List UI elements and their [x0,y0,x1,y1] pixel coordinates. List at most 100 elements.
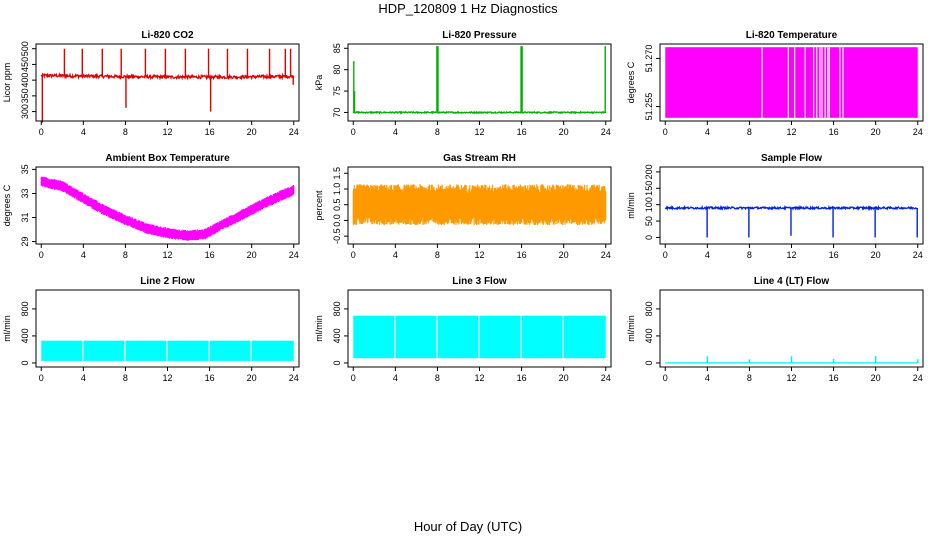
x-tick-label: 12 [162,127,172,137]
x-tick-label: 16 [517,250,527,260]
panel-title: Line 4 (LT) Flow [754,276,830,287]
x-tick-label: 0 [39,373,44,383]
x-tick-label: 12 [474,373,484,383]
x-tick-label: 8 [747,250,752,260]
x-tick-label: 20 [871,250,881,260]
x-tick-label: 16 [829,373,839,383]
x-tick-label: 12 [786,127,796,137]
y-tick-label: 0.0 [332,214,342,227]
x-axis-label: Hour of Day (UTC) [414,519,522,534]
x-tick-label: 4 [393,373,398,383]
x-tick-label: 20 [871,127,881,137]
y-tick-label: 400 [20,328,30,343]
y-tick-label: 51.270 [644,45,654,73]
panel-box_temp: Ambient Box Temperature degrees C 0 4 8 12 16 2… [2,153,300,260]
data-line [40,176,295,241]
x-tick-label: 0 [663,127,668,137]
x-tick-label: 8 [747,373,752,383]
panel-line3: Line 3 Flow ml/min 0 4 8 12 16 20 24 0 400 800 [314,276,612,383]
x-tick-label: 12 [474,250,484,260]
x-tick-label: 20 [871,373,881,383]
x-tick-label: 12 [474,127,484,137]
panel-pressure: Li-820 Pressure kPa 0 4 8 12 16 20 24 70 75 80 85 [314,30,612,137]
series-sample_flow [664,204,919,238]
series-co2 [40,48,295,123]
x-tick-label: 20 [559,373,569,383]
x-tick-label: 4 [705,373,710,383]
y-tick-label: 400 [332,328,342,343]
series-line4 [665,356,919,364]
x-tick-label: 8 [123,127,128,137]
x-tick-label: 24 [601,127,611,137]
x-tick-label: 8 [747,127,752,137]
panel-title: Li-820 Pressure [442,30,517,41]
plot-frame [659,289,924,368]
panel-title: Gas Stream RH [443,153,516,164]
y-tick-label: 50 [644,216,654,226]
y-tick-label: 1.0 [332,183,342,196]
y-tick-label: 0 [332,360,342,365]
plot-frame [347,43,612,122]
x-tick-label: 16 [517,373,527,383]
y-axis-label: degrees C [626,61,636,103]
panel-licor_temp: Li-820 Temperature degrees C 0 4 8 12 16 20 24 51… [626,30,924,137]
x-tick-label: 24 [913,373,923,383]
y-tick-label: 100 [644,197,654,212]
y-tick-label: 80 [332,65,342,75]
x-tick-label: 0 [663,250,668,260]
x-tick-label: 0 [351,373,356,383]
y-axis-label: Licor ppm [2,63,12,103]
y-tick-label: 800 [644,301,654,316]
series-rh [352,184,607,226]
x-tick-label: 8 [435,373,440,383]
x-tick-label: 0 [39,127,44,137]
figure-title: HDP_120809 1 Hz Diagnostics [378,1,558,16]
x-tick-label: 16 [829,127,839,137]
series-pressure [352,46,607,115]
y-tick-label: 70 [332,107,342,117]
x-tick-label: 0 [351,250,356,260]
x-tick-label: 12 [786,250,796,260]
y-tick-label: 200 [644,164,654,179]
y-tick-label: 350 [20,88,30,103]
y-tick-label: 800 [332,301,342,316]
x-tick-label: 8 [435,250,440,260]
data-line [40,72,295,81]
y-tick-label: -0.5 [332,228,342,244]
x-tick-label: 4 [81,250,86,260]
x-tick-label: 20 [247,373,257,383]
data-line [352,184,607,226]
x-tick-label: 12 [786,373,796,383]
x-tick-label: 16 [517,127,527,137]
panel-rh: Gas Stream RH percent 0 4 8 12 16 20 24 -0.50.0 0.… [314,153,612,260]
x-tick-label: 12 [162,373,172,383]
x-tick-label: 8 [123,373,128,383]
y-tick-label: 1.5 [332,167,342,180]
panel-title: Line 3 Flow [452,276,507,287]
x-tick-label: 24 [601,250,611,260]
y-tick-label: 300 [20,104,30,119]
x-tick-label: 4 [81,373,86,383]
y-tick-label: 150 [644,181,654,196]
y-tick-label: 450 [20,57,30,72]
data-line [352,110,607,115]
x-tick-label: 20 [559,127,569,137]
y-tick-label: 0.5 [332,198,342,211]
x-tick-label: 16 [829,250,839,260]
data-block [665,47,918,118]
panel-line2: Line 2 Flow ml/min 0 4 8 12 16 20 24 0 400 800 [2,276,300,383]
y-axis-label: percent [314,190,324,221]
y-tick-label: 35 [20,164,30,174]
y-axis-label: kPa [314,75,324,91]
x-tick-label: 24 [289,373,299,383]
x-tick-label: 24 [913,250,923,260]
x-tick-label: 0 [663,373,668,383]
x-tick-label: 24 [601,373,611,383]
series-line3 [353,315,606,359]
x-tick-label: 16 [205,250,215,260]
y-tick-label: 500 [20,41,30,56]
y-tick-label: 75 [332,86,342,96]
y-axis-label: ml/min [314,315,324,342]
x-tick-label: 16 [205,373,215,383]
